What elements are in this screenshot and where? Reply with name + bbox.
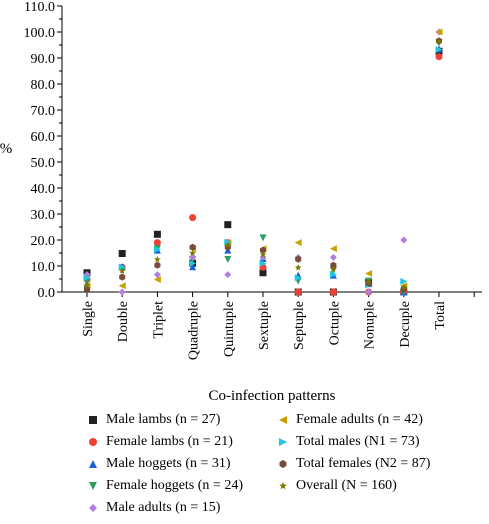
x-tick-label: Triplet [151,301,166,339]
series-group [83,38,443,290]
data-point [330,261,337,269]
x-tick-label: Quintuple [222,301,237,357]
data-point [400,236,408,244]
x-tick-label: Septuple [292,301,307,350]
data-point [259,259,267,267]
data-point [259,253,267,261]
data-point [154,256,161,263]
data-point [259,246,267,254]
data-point [329,253,337,261]
data-point [83,274,91,282]
data-point [153,271,161,279]
data-point [294,264,302,271]
data-point [189,243,196,251]
data-point [118,267,126,274]
y-tick-label: 80.0 [31,78,56,93]
data-point [153,276,161,284]
data-point [400,283,408,290]
y-axis-label: % [0,141,12,157]
data-point [118,263,126,271]
data-point [365,288,373,296]
y-tick-label: 90.0 [31,52,56,67]
data-point [294,274,302,282]
data-point [435,38,443,45]
data-point [189,249,196,256]
data-point [153,239,161,247]
data-point [224,271,232,279]
data-point [294,239,302,247]
y-tick-label: 50.0 [31,156,56,171]
y-tick-label: 20.0 [31,234,56,249]
data-point [153,230,161,238]
x-tick-label: Single [81,301,96,337]
y-tick-label: 110.0 [24,0,55,15]
x-tick-label: Octuple [327,301,342,345]
data-point [435,28,443,36]
data-point [153,245,161,253]
data-point [400,277,408,285]
x-tick-label: Sextuple [257,301,272,350]
series-group [83,28,443,296]
data-point [224,221,232,229]
x-tick-label: Decuple [398,301,413,348]
y-tick-label: 70.0 [31,104,56,119]
data-point [154,261,161,269]
data-point [259,234,267,242]
y-tick-label: 100.0 [24,26,56,41]
data-point [119,273,126,281]
data-point [189,214,197,222]
data-point [435,53,443,61]
data-point [118,250,126,258]
x-tick-label: Quadruple [187,301,202,360]
data-point [330,265,337,272]
x-tick-label: Double [116,301,131,342]
data-point [189,263,197,271]
x-tick-label: Nonuple [363,301,378,349]
data-point [224,241,232,248]
data-point [189,259,197,267]
data-point [365,278,372,285]
data-point [294,288,302,296]
data-point [118,282,126,290]
data-point [329,270,337,278]
y-tick-label: 60.0 [31,130,56,145]
data-point [224,256,232,263]
data-point [329,288,337,296]
data-point [83,282,91,289]
data-point [259,251,267,258]
y-tick-label: 40.0 [31,182,56,197]
x-tick-label: Total [433,301,448,330]
y-tick-label: 10.0 [31,260,56,275]
data-point [118,288,126,296]
y-tick-label: 0.0 [38,286,56,301]
data-point [259,269,267,277]
x-axis-label: Co-infection patterns [208,388,335,404]
data-point [365,270,373,278]
data-point [189,253,197,261]
data-point [329,245,337,253]
data-point [295,255,302,263]
data-point [435,46,443,54]
y-tick-label: 30.0 [31,208,56,223]
